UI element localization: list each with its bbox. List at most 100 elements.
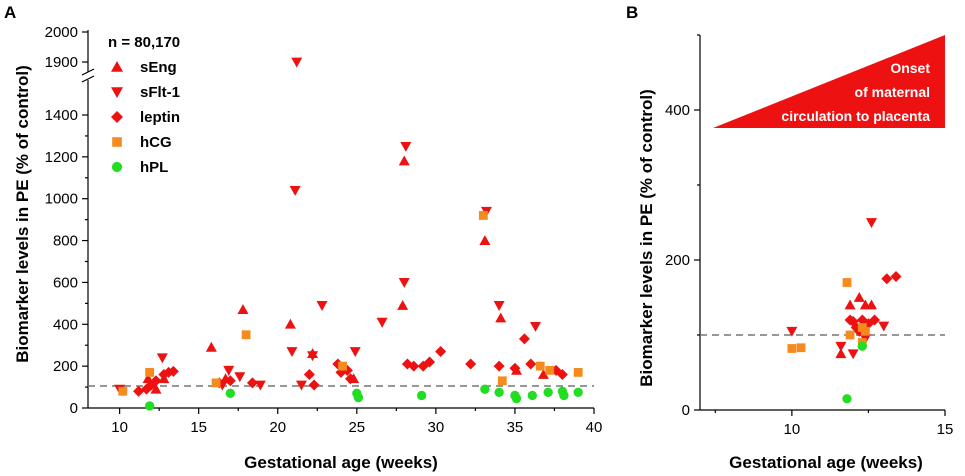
point-hcg bbox=[478, 211, 488, 220]
panel-a-x-tick-label: 40 bbox=[586, 419, 603, 436]
point-seng bbox=[866, 299, 877, 310]
point-sflt-1 bbox=[398, 278, 410, 288]
point-hpl bbox=[842, 394, 852, 404]
point-hcg bbox=[545, 365, 555, 375]
point-hpl bbox=[527, 390, 538, 401]
panel-a-points bbox=[114, 57, 583, 411]
panel-a-axes bbox=[81, 30, 594, 409]
panel-a-y-tick-label: 800 bbox=[53, 233, 78, 250]
panel-a-x-tick-label: 35 bbox=[507, 419, 524, 436]
legend-marker-seng bbox=[111, 61, 123, 72]
panel-b-axes bbox=[699, 35, 945, 411]
point-hpl bbox=[857, 341, 867, 351]
point-hcg bbox=[845, 330, 855, 340]
point-leptin bbox=[303, 369, 315, 381]
panel-a-legend: sEng sFlt-1 leptin hCG hPL bbox=[111, 59, 180, 176]
panel-a: A 10 15 20 25 30 35 40020040060080010001200140… bbox=[4, 3, 602, 472]
point-sflt-1 bbox=[786, 326, 798, 337]
point-seng bbox=[537, 369, 549, 379]
point-hpl bbox=[225, 388, 235, 399]
point-hcg bbox=[796, 343, 806, 353]
legend-label-hpl: hPL bbox=[140, 159, 168, 176]
panel-a-label: A bbox=[4, 3, 16, 22]
point-hcg bbox=[211, 378, 221, 388]
point-hcg bbox=[573, 368, 583, 377]
panel-b-y-tick-label: 0 bbox=[682, 402, 690, 419]
point-leptin bbox=[847, 316, 859, 327]
point-seng bbox=[205, 341, 217, 352]
panel-a-y-tick-label: 1200 bbox=[45, 149, 78, 166]
panel-b-label: B bbox=[626, 3, 638, 22]
panel-a-x-tick-label: 10 bbox=[111, 419, 128, 436]
point-hpl bbox=[144, 401, 155, 411]
point-seng bbox=[853, 292, 865, 302]
point-leptin bbox=[167, 365, 179, 377]
point-seng bbox=[397, 299, 409, 310]
point-leptin bbox=[509, 362, 521, 374]
sample-size-label: n = 80,170 bbox=[108, 34, 180, 51]
point-sflt-1 bbox=[376, 317, 388, 328]
legend-label-leptin: leptin bbox=[140, 109, 180, 126]
panel-a-y-tick-label: 1400 bbox=[45, 107, 78, 124]
point-leptin bbox=[224, 375, 236, 387]
legend-marker-leptin bbox=[111, 111, 123, 123]
panel-b-points bbox=[786, 218, 902, 404]
panel-a-x-tick-label: 25 bbox=[348, 419, 365, 436]
point-hpl bbox=[480, 384, 490, 394]
point-sflt-1 bbox=[835, 341, 847, 352]
point-seng bbox=[835, 348, 847, 359]
panel-a-y-tick-label: 400 bbox=[53, 316, 78, 333]
point-sflt-1 bbox=[286, 347, 298, 357]
point-sflt-1 bbox=[529, 321, 541, 332]
axis-break-mark-lower bbox=[81, 75, 95, 83]
point-seng bbox=[479, 235, 491, 245]
point-sflt-1 bbox=[847, 349, 859, 360]
panel-a-x-tick-label: 15 bbox=[190, 419, 207, 436]
point-seng bbox=[284, 318, 296, 329]
point-leptin bbox=[890, 271, 902, 282]
point-hcg bbox=[118, 386, 128, 396]
point-sflt-1 bbox=[289, 185, 301, 196]
point-leptin bbox=[869, 314, 881, 326]
point-leptin bbox=[435, 345, 447, 357]
point-hpl bbox=[494, 387, 504, 397]
panel-a-y-tick-label: 2000 bbox=[45, 24, 78, 41]
point-sflt-1 bbox=[156, 353, 168, 364]
legend-marker-hcg bbox=[112, 137, 122, 147]
point-seng bbox=[150, 383, 162, 394]
point-leptin bbox=[344, 373, 356, 385]
point-leptin bbox=[408, 360, 420, 372]
point-sflt-1 bbox=[400, 141, 412, 152]
panel-a-x-tick-label: 20 bbox=[269, 419, 286, 436]
point-seng bbox=[237, 304, 249, 315]
point-leptin bbox=[493, 360, 505, 372]
point-hcg bbox=[338, 361, 347, 371]
onset-triangle bbox=[713, 35, 945, 128]
legend-label-sflt-1: sFlt-1 bbox=[140, 84, 180, 101]
legend-marker-sflt-1 bbox=[111, 87, 123, 98]
point-sflt-1 bbox=[878, 321, 890, 332]
point-hcg bbox=[241, 330, 251, 340]
point-sflt-1 bbox=[223, 365, 235, 376]
panel-b-x-tick-label: 15 bbox=[937, 421, 954, 438]
point-hpl bbox=[543, 387, 553, 397]
point-leptin bbox=[246, 377, 258, 389]
point-leptin bbox=[133, 385, 145, 397]
point-hcg bbox=[860, 326, 870, 336]
point-leptin bbox=[424, 356, 436, 368]
axis-break-mark-upper bbox=[81, 68, 95, 76]
legend-label-seng: sEng bbox=[140, 59, 177, 76]
point-sflt-1 bbox=[316, 301, 328, 311]
panel-b: B Onset of maternal circulation to place… bbox=[626, 3, 953, 472]
point-leptin bbox=[308, 379, 320, 391]
point-hpl bbox=[573, 387, 583, 397]
point-hpl bbox=[511, 393, 522, 404]
legend-marker-hpl bbox=[111, 161, 123, 173]
point-sflt-1 bbox=[291, 57, 303, 68]
point-hcg bbox=[497, 376, 507, 386]
panel-b-x-axis-title: Gestational age (weeks) bbox=[729, 453, 923, 472]
panel-a-y-axis-title: Biomarker levels in PE (% of control) bbox=[13, 65, 32, 363]
panel-b-y-tick-label: 200 bbox=[665, 252, 690, 269]
point-hpl bbox=[559, 390, 569, 401]
